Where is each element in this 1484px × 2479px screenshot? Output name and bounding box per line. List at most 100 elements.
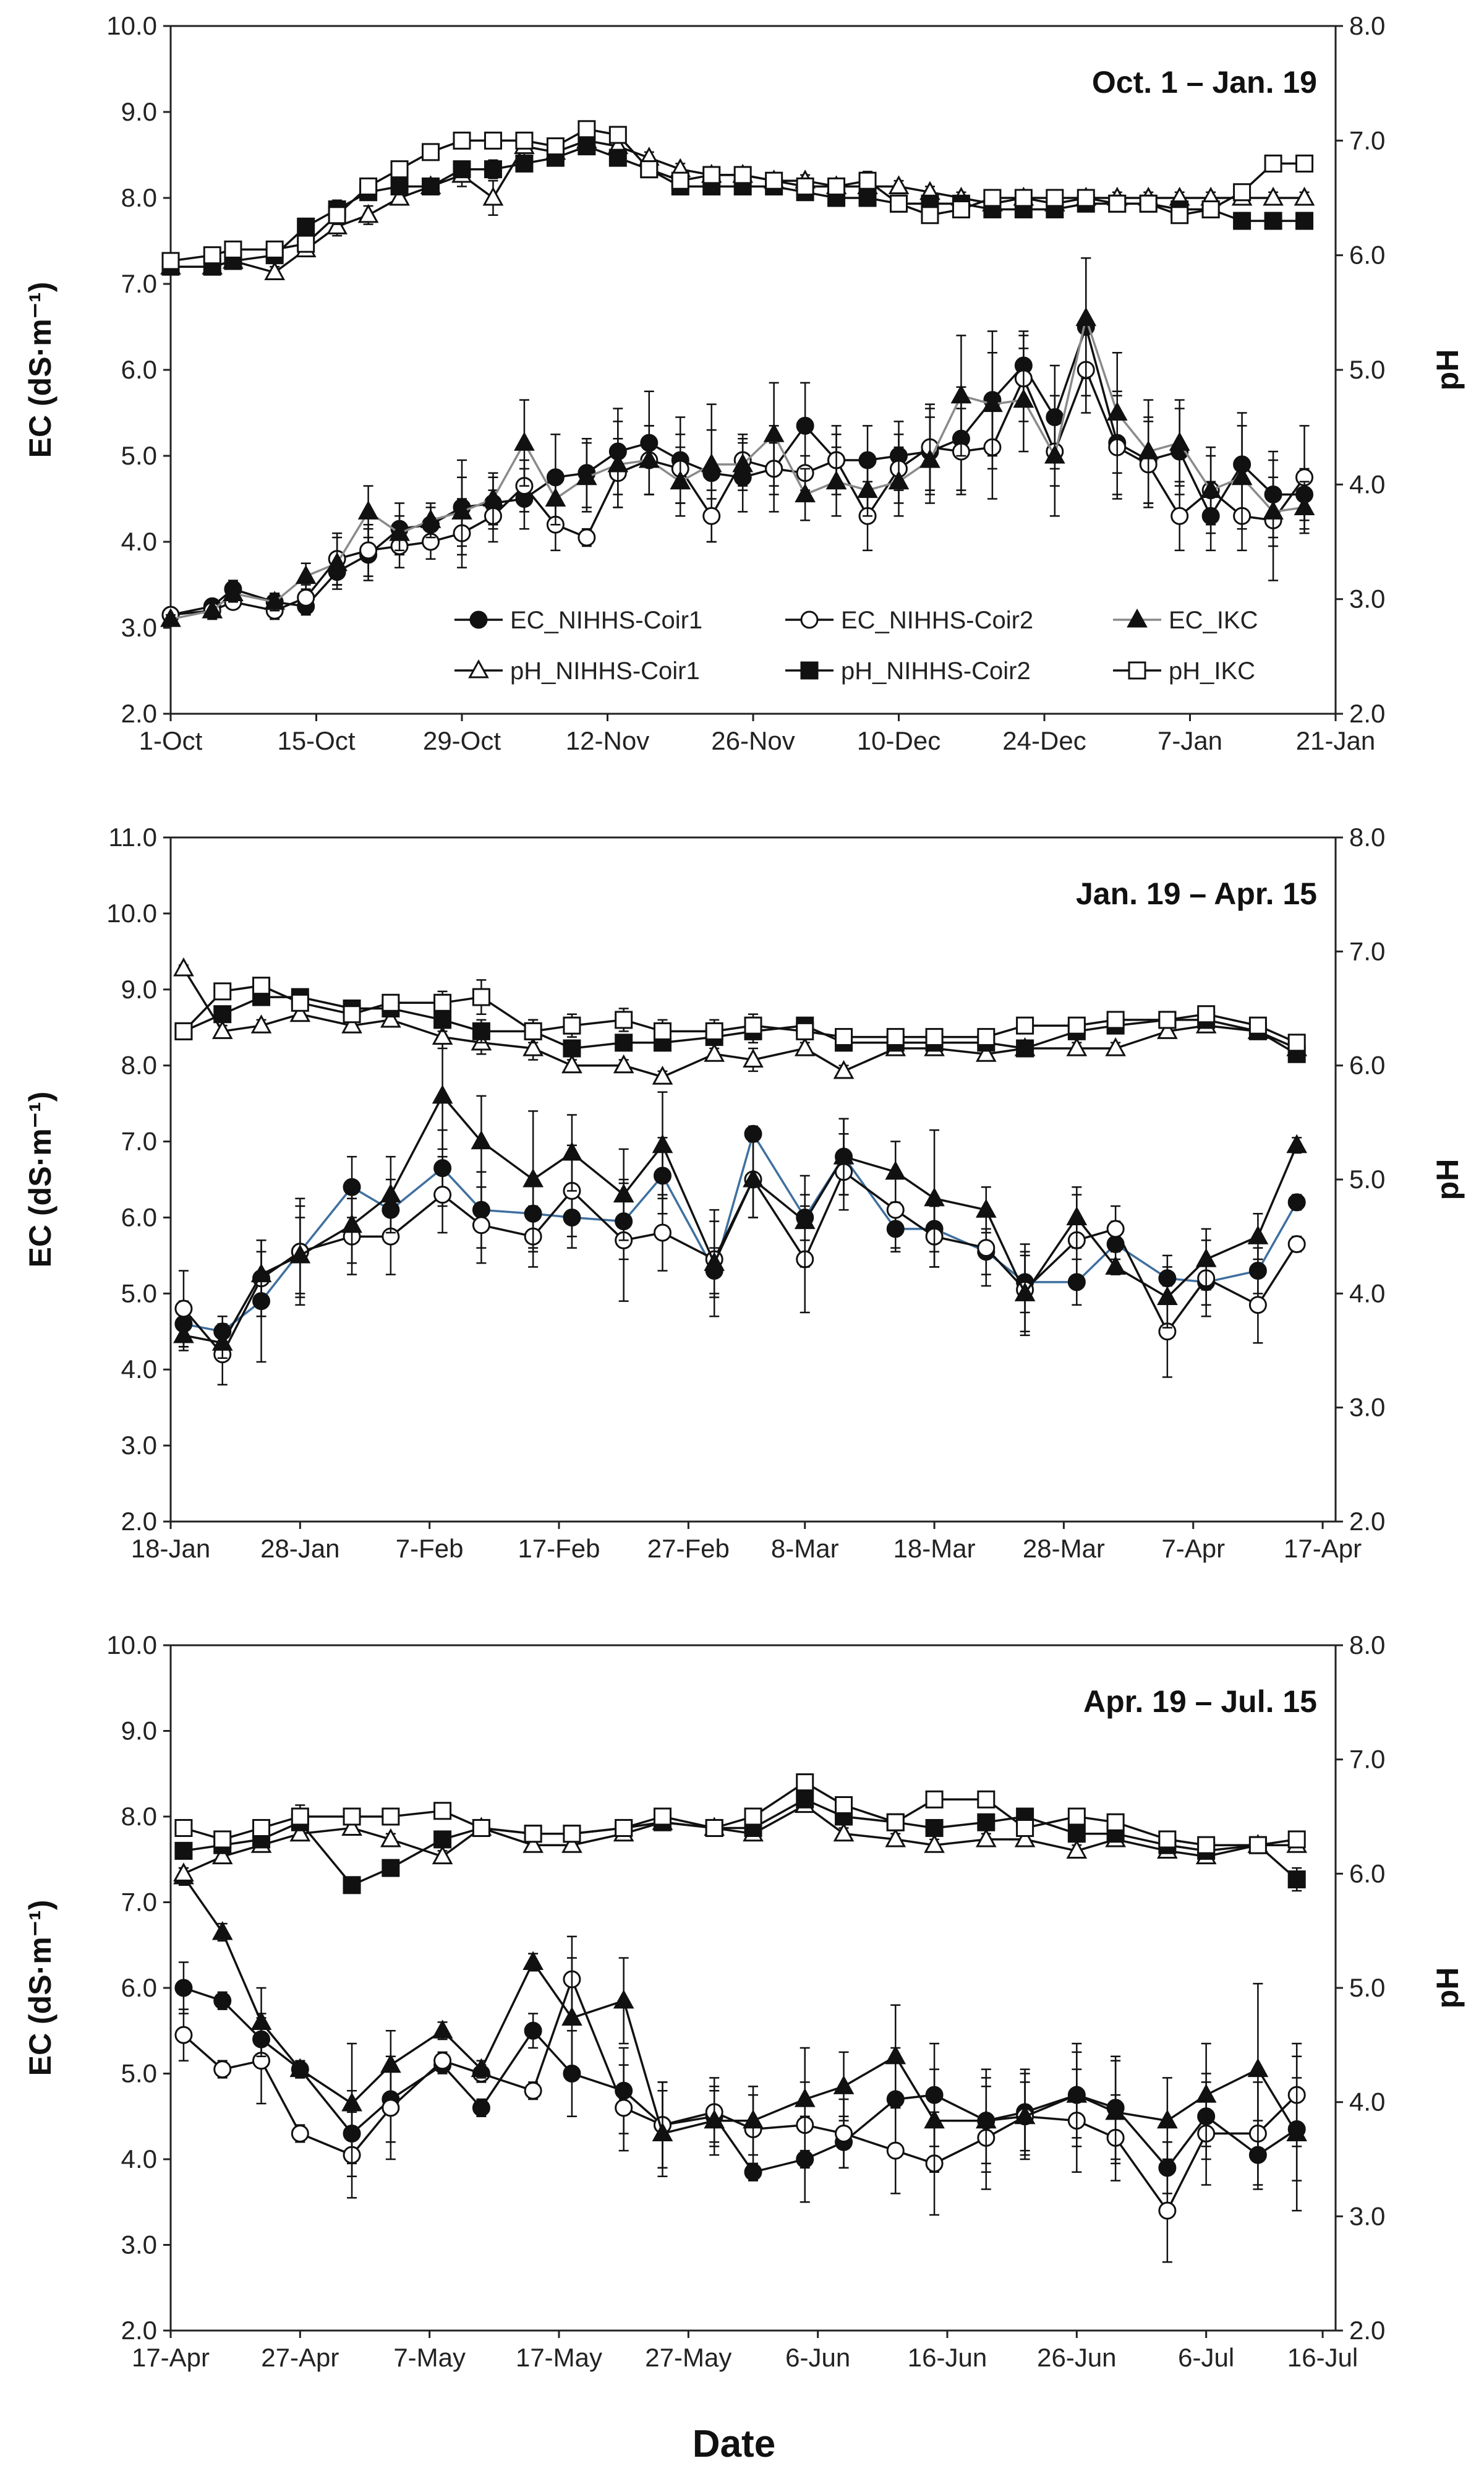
data-point — [704, 1252, 725, 1271]
data-point — [608, 126, 627, 144]
data-point — [888, 175, 910, 195]
data-point — [380, 2053, 401, 2073]
data-point — [975, 1043, 997, 1062]
data-point — [885, 1828, 906, 1847]
y2-tick-label: 4.0 — [1349, 2087, 1385, 2117]
data-point — [704, 2109, 725, 2129]
data-point — [886, 1813, 905, 1831]
data-point — [174, 1299, 193, 1318]
data-point — [670, 470, 691, 490]
data-point — [1200, 479, 1221, 499]
data-point — [744, 1807, 762, 1826]
x-tick-label: 28-Jan — [260, 1534, 339, 1563]
data-point — [291, 2124, 309, 2143]
y-tick-label: 10.0 — [106, 11, 157, 40]
y-tick-label: 6.0 — [121, 355, 157, 384]
data-point — [794, 1037, 816, 1056]
data-point — [615, 1818, 633, 1837]
data-point — [343, 1876, 361, 1895]
y2-tick-label: 4.0 — [1349, 1278, 1385, 1308]
y2-axis-label: pH — [1430, 349, 1465, 391]
y2-tick-label: 3.0 — [1349, 2201, 1385, 2230]
data-point — [1157, 1020, 1178, 1039]
y2-tick-label: 2.0 — [1349, 2316, 1385, 2345]
data-point — [858, 189, 877, 207]
data-point — [1105, 1037, 1126, 1056]
legend-label: pH_IKC — [1169, 657, 1255, 685]
data-point — [341, 1817, 362, 1836]
data-point — [173, 957, 194, 977]
series-line — [183, 1094, 1298, 1345]
data-point — [977, 1813, 996, 1831]
data-point — [380, 1008, 401, 1028]
x-tick-label: 15-Oct — [277, 726, 355, 755]
data-point — [652, 1066, 673, 1085]
x-tick-label: 7-May — [393, 2343, 466, 2372]
data-point — [174, 2026, 193, 2044]
legend-marker — [468, 659, 489, 679]
data-point — [924, 1187, 945, 1207]
y-tick-label: 5.0 — [121, 441, 157, 470]
y-axis-label: EC (dS·m⁻¹) — [23, 1092, 58, 1268]
data-point — [653, 1223, 672, 1242]
data-point — [1264, 154, 1282, 173]
data-point — [561, 1141, 582, 1161]
data-point — [1014, 189, 1033, 207]
data-point — [173, 1862, 194, 1882]
data-point — [640, 160, 659, 179]
y-tick-label: 8.0 — [121, 1051, 157, 1080]
data-point — [1197, 1005, 1216, 1024]
y-axis-label: EC (dS·m⁻¹) — [23, 282, 58, 458]
data-point — [422, 143, 440, 161]
y2-axis-label: pH — [1430, 1967, 1465, 2009]
y2-tick-label: 5.0 — [1349, 1165, 1385, 1194]
data-point — [1016, 1016, 1034, 1035]
series-ec-ikc — [173, 1042, 1308, 1359]
x-tick-label: 27-May — [645, 2343, 731, 2372]
data-point — [561, 2006, 582, 2026]
data-point — [653, 1807, 672, 1826]
y2-tick-label: 8.0 — [1349, 11, 1385, 40]
data-point — [472, 1022, 490, 1040]
data-point — [744, 1124, 762, 1143]
data-point — [545, 487, 566, 507]
data-point — [1013, 388, 1034, 408]
data-point — [743, 2109, 764, 2129]
data-point — [213, 1830, 232, 1849]
data-point — [1233, 183, 1252, 202]
y-tick-label: 8.0 — [121, 1802, 157, 1831]
data-point — [1108, 194, 1127, 213]
data-point — [1105, 2100, 1126, 2120]
data-point — [432, 1845, 453, 1865]
data-point — [704, 1043, 725, 1062]
data-point — [471, 2058, 492, 2078]
x-tick-label: 1-Oct — [139, 726, 203, 755]
data-point — [1106, 1220, 1125, 1238]
data-point — [326, 552, 348, 572]
data-point — [1044, 444, 1065, 464]
x-tick-label: 21-Jan — [1296, 726, 1375, 755]
legend-marker — [469, 610, 488, 629]
data-point — [975, 1828, 997, 1847]
data-point — [1157, 1286, 1178, 1306]
data-point — [796, 1773, 814, 1792]
y2-tick-label: 6.0 — [1349, 241, 1385, 270]
legend-marker — [800, 610, 819, 629]
data-point — [702, 507, 721, 525]
y2-axis-label: pH — [1430, 1159, 1465, 1201]
data-point — [1248, 1016, 1267, 1035]
data-point — [382, 993, 400, 1012]
data-point — [343, 1005, 361, 1024]
y2-tick-label: 8.0 — [1349, 1630, 1385, 1659]
legend-marker — [800, 661, 819, 680]
data-point — [484, 160, 502, 179]
data-point — [522, 1951, 544, 1970]
data-point — [743, 1048, 764, 1068]
x-tick-label: 29-Oct — [423, 726, 501, 755]
x-tick-label: 6-Jul — [1178, 2343, 1234, 2372]
data-point — [432, 1084, 453, 1104]
x-tick-label: 17-May — [516, 2343, 602, 2372]
data-point — [825, 470, 847, 490]
data-point — [608, 148, 627, 167]
x-tick-label: 8-Mar — [771, 1534, 839, 1563]
